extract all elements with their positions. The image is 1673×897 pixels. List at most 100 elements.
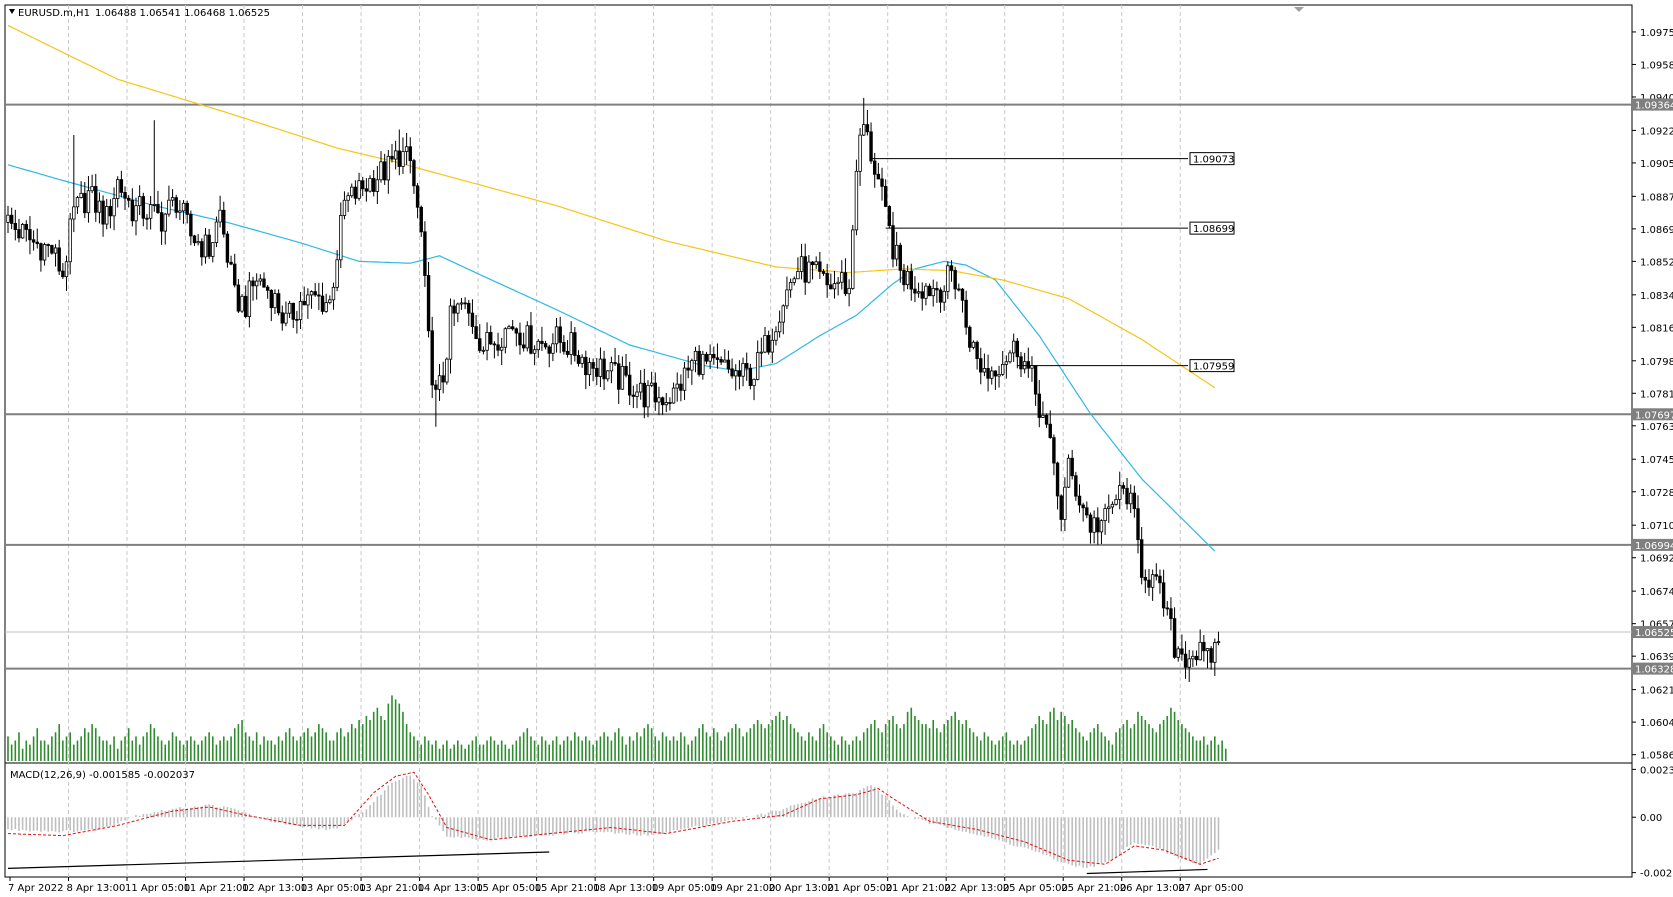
bull-candle-body — [774, 331, 778, 341]
ohlc-readout: 1.06488 1.06541 1.06468 1.06525 — [95, 8, 270, 19]
bull-candle-body — [1001, 363, 1005, 375]
bear-candle-body — [719, 359, 723, 363]
annotated-level-label: 1.08699 — [1193, 224, 1234, 235]
bull-candle-body — [68, 218, 72, 263]
grid-lines — [68, 5, 1181, 877]
bull-candle-body — [507, 326, 511, 330]
macd-y-tick-label: 0.00 — [1640, 813, 1662, 824]
horizontal-levels — [5, 103, 1632, 670]
bull-candle-body — [1063, 486, 1067, 520]
y-tick-label: 1.09580 — [1640, 60, 1673, 71]
bear-candle-body — [9, 214, 14, 224]
bear-candle-body — [529, 325, 533, 354]
bear-candle-body — [909, 271, 913, 290]
bear-candle-body — [320, 295, 325, 312]
bear-candle-body — [200, 241, 204, 258]
bear-candle-body — [145, 217, 149, 220]
bear-candle-body — [1183, 653, 1188, 668]
bull-candle-body — [990, 370, 994, 379]
bear-candle-body — [1077, 495, 1082, 506]
bear-candle-body — [1019, 356, 1023, 370]
bear-candle-body — [474, 326, 478, 340]
bear-candle-body — [602, 358, 606, 380]
bear-candle-body — [712, 353, 716, 359]
bull-candle-body — [75, 197, 80, 208]
bear-candle-body — [441, 375, 445, 383]
bear-candle-body — [748, 367, 753, 386]
bear-candle-body — [364, 188, 369, 192]
bear-candle-body — [576, 355, 581, 364]
bear-candle-body — [1037, 393, 1041, 418]
macd-trendline[interactable] — [1086, 868, 1208, 875]
bear-candle-body — [613, 362, 617, 365]
bull-candle-body — [137, 196, 142, 207]
bull-candle-body — [86, 190, 91, 214]
level-price-badge — [1633, 98, 1673, 111]
bear-candle-body — [13, 222, 18, 230]
bull-candle-body — [638, 382, 643, 393]
current-price-label: 1.06525 — [1635, 628, 1673, 639]
bull-candle-body — [905, 271, 910, 286]
bear-candle-body — [269, 289, 274, 309]
bear-candle-body — [730, 368, 734, 377]
bull-candle-body — [273, 293, 277, 309]
macd-trendline[interactable] — [7, 851, 550, 870]
bear-candle-body — [968, 326, 972, 348]
y-tick-label: 1.06745 — [1640, 587, 1673, 598]
bear-candle-body — [119, 179, 124, 193]
bull-candle-body — [503, 328, 508, 348]
bull-candle-body — [840, 272, 844, 283]
bear-candle-body — [737, 370, 742, 377]
bear-candle-body — [1085, 507, 1089, 516]
bear-candle-body — [236, 284, 241, 312]
bear-candle-body — [1096, 517, 1100, 533]
bull-candle-body — [499, 346, 504, 351]
symbol-label: EURUSD.m,H1 — [18, 8, 90, 19]
bear-candle-body — [1088, 514, 1093, 533]
bull-candle-body — [254, 280, 259, 287]
bear-candle-body — [57, 247, 61, 272]
bear-candle-body — [979, 358, 983, 373]
bull-candle-body — [770, 339, 775, 353]
x-tick-label: 19 Apr 21:00 — [710, 883, 775, 894]
bear-candle-body — [123, 191, 127, 199]
bear-candle-body — [426, 275, 431, 332]
bear-candle-body — [244, 295, 248, 317]
bull-candle-body — [862, 124, 866, 136]
bear-candle-body — [960, 288, 965, 301]
bear-candle-body — [938, 289, 943, 303]
bear-candle-body — [957, 288, 961, 291]
bear-candle-body — [898, 244, 903, 271]
bull-candle-body — [675, 383, 679, 389]
chart-menu-triangle-icon[interactable] — [9, 9, 15, 14]
bear-candle-body — [265, 286, 270, 291]
chart-shift-marker-icon[interactable] — [1294, 7, 1304, 12]
y-tick-label: 1.08520 — [1640, 257, 1673, 268]
bull-candle-body — [79, 192, 83, 198]
bull-candle-body — [1191, 655, 1195, 660]
bear-candle-body — [573, 332, 577, 356]
bull-candle-body — [946, 265, 950, 292]
bull-candle-body — [247, 280, 252, 317]
bull-candle-body — [481, 349, 486, 352]
bear-candle-body — [496, 344, 500, 351]
bear-candle-body — [902, 269, 906, 286]
bull-candle-body — [657, 397, 661, 403]
x-tick-label: 11 Apr 21:00 — [184, 883, 249, 894]
y-tick-label: 1.06925 — [1640, 554, 1673, 565]
bull-candle-body — [807, 261, 811, 283]
bull-candle-body — [196, 241, 200, 244]
bull-candle-body — [163, 213, 167, 232]
y-tick-label: 1.09225 — [1640, 126, 1673, 137]
bear-candle-body — [262, 278, 266, 288]
bear-candle-body — [887, 206, 892, 227]
y-tick-label: 1.06570 — [1640, 620, 1673, 631]
current-price-badge — [1633, 626, 1673, 639]
y-tick-label: 1.07455 — [1640, 455, 1673, 466]
macd-y-tick-label: -0.002707 — [1640, 869, 1673, 880]
bear-candle-body — [423, 231, 427, 276]
bear-candle-body — [540, 340, 544, 344]
bear-candle-body — [1015, 340, 1020, 358]
